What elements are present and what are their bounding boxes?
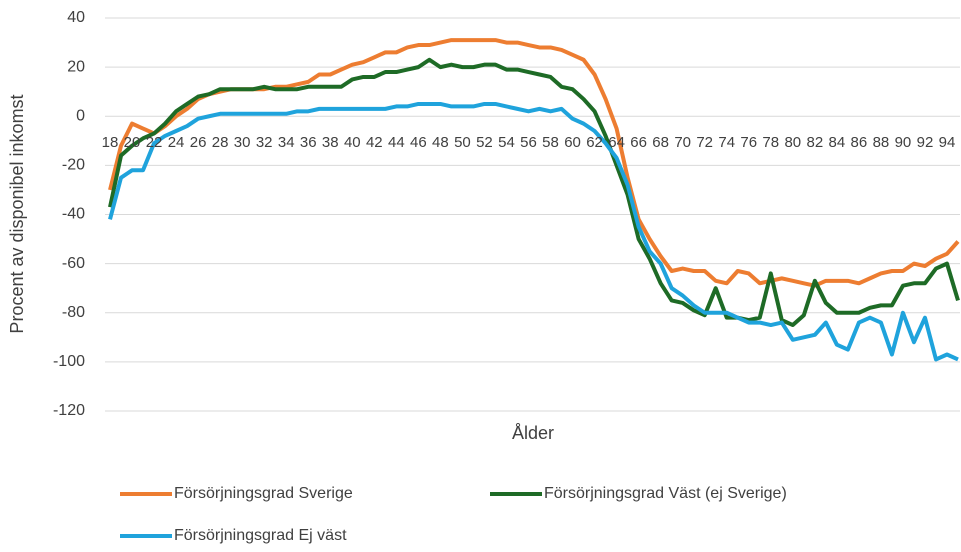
x-tick-label: 74: [718, 134, 735, 151]
x-tick-label: 24: [168, 134, 185, 151]
x-tick-label: 90: [895, 134, 912, 151]
y-tick-label: -60: [62, 255, 85, 272]
y-tick-label: -100: [53, 353, 85, 370]
x-tick-label: 54: [498, 134, 515, 151]
line-series: [108, 38, 960, 288]
x-tick-label: 94: [939, 134, 956, 151]
x-tick-label: 38: [322, 134, 339, 151]
x-tick-label: 68: [652, 134, 669, 151]
x-tick-label: 30: [234, 134, 251, 151]
x-tick-label: 72: [696, 134, 713, 151]
y-tick-label: 20: [67, 58, 85, 75]
x-tick-label: 44: [388, 134, 405, 151]
x-tick-label: 92: [917, 134, 934, 151]
y-tick-label: -80: [62, 304, 85, 321]
y-tick-label: -20: [62, 157, 85, 174]
x-tick-label: 18: [102, 134, 119, 151]
y-tick-label: 0: [76, 107, 85, 124]
x-tick-label: 88: [873, 134, 890, 151]
x-tick-label: 76: [740, 134, 757, 151]
y-axis-title: Procent av disponibel inkomst: [7, 94, 27, 333]
x-tick-label: 50: [454, 134, 471, 151]
x-tick-label: 26: [190, 134, 207, 151]
line-series: [108, 57, 960, 328]
x-tick-label: 32: [256, 134, 273, 151]
x-tick-label: 62: [586, 134, 603, 151]
x-tick-label: 34: [278, 134, 295, 151]
legend-label: Försörjningsgrad Väst (ej Sverige): [544, 485, 787, 502]
legend-label: Försörjningsgrad Sverige: [174, 485, 353, 502]
x-tick-label: 82: [806, 134, 823, 151]
y-tick-label: -40: [62, 206, 85, 223]
legend-label: Försörjningsgrad Ej väst: [174, 527, 347, 544]
x-tick-label: 84: [829, 134, 846, 151]
y-tick-label: -120: [53, 402, 85, 419]
x-tick-label: 60: [564, 134, 581, 151]
x-tick-label: 64: [608, 134, 625, 151]
x-tick-label: 48: [432, 134, 449, 151]
x-tick-label: 86: [851, 134, 868, 151]
x-tick-label: 80: [784, 134, 801, 151]
x-tick-label: 70: [674, 134, 691, 151]
x-tick-label: 40: [344, 134, 361, 151]
x-tick-label: 28: [212, 134, 229, 151]
x-axis-title: Ålder: [512, 423, 554, 443]
x-tick-label: 46: [410, 134, 427, 151]
line-series: [108, 101, 959, 362]
x-tick-label: 22: [146, 134, 163, 151]
x-tick-label: 56: [520, 134, 537, 151]
y-tick-label: 40: [67, 9, 85, 26]
x-tick-label: 52: [476, 134, 493, 151]
x-tick-label: 78: [762, 134, 779, 151]
x-tick-label: 58: [542, 134, 559, 151]
x-tick-label: 20: [124, 134, 141, 151]
x-tick-label: 36: [300, 134, 317, 151]
x-tick-label: 66: [630, 134, 647, 151]
x-tick-label: 42: [366, 134, 383, 151]
